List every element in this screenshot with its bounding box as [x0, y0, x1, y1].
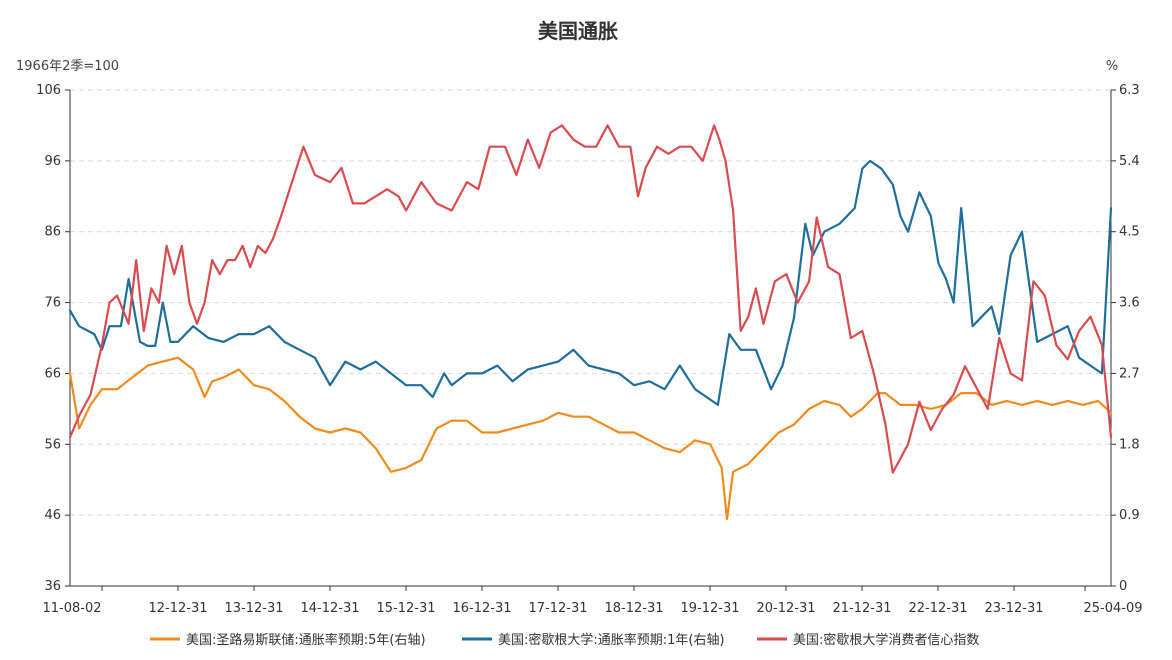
x-tick-label: 22-12-31	[908, 601, 967, 616]
x-tick-label: 18-12-31	[604, 601, 663, 616]
right-tick-label: 2.7	[1119, 366, 1140, 381]
x-tick-label: 11-08-02	[42, 601, 101, 616]
left-tick-label: 56	[44, 437, 61, 452]
x-tick-label: 21-12-31	[832, 601, 891, 616]
x-tick-label: 15-12-31	[376, 601, 435, 616]
x-tick-label: 20-12-31	[756, 601, 815, 616]
legend-label-3[interactable]: 美国:密歇根大学消费者信心指数	[793, 632, 979, 648]
series-line-2	[68, 159, 1113, 406]
left-tick-label: 86	[44, 225, 61, 240]
x-tick-label: 19-12-31	[680, 601, 739, 616]
x-tick-label: 25-04-09	[1083, 601, 1142, 616]
left-tick-label: 66	[44, 366, 61, 381]
x-tick-label: 23-12-31	[984, 601, 1043, 616]
right-tick-label: 6.3	[1119, 83, 1140, 98]
x-tick-label: 13-12-31	[224, 601, 283, 616]
right-tick-label: 5.4	[1119, 154, 1140, 169]
x-tick-label: 17-12-31	[528, 601, 587, 616]
series-line-1	[68, 356, 1113, 521]
left-tick-label: 36	[44, 579, 61, 594]
chart-title: 美国通胀	[538, 19, 618, 43]
legend-label-2[interactable]: 美国:密歇根大学:通胀率预期:1年(右轴)	[498, 632, 725, 648]
right-tick-label: 3.6	[1119, 296, 1140, 311]
series-line-3	[68, 124, 1113, 474]
left-tick-label: 46	[44, 508, 61, 523]
legend-label-1[interactable]: 美国:圣路易斯联储:通胀率预期:5年(右轴)	[186, 632, 426, 648]
x-tick-label: 12-12-31	[148, 601, 207, 616]
x-tick-label: 14-12-31	[300, 601, 359, 616]
right-tick-label: 0	[1119, 579, 1127, 594]
left-tick-label: 106	[36, 83, 61, 98]
right-tick-label: 0.9	[1119, 508, 1140, 523]
left-axis-unit: 1966年2季=100	[16, 59, 119, 74]
right-axis-unit: %	[1106, 59, 1118, 74]
x-tick-label: 16-12-31	[452, 601, 511, 616]
left-tick-label: 76	[44, 296, 61, 311]
left-tick-label: 96	[44, 154, 61, 169]
right-tick-label: 1.8	[1119, 437, 1140, 452]
right-tick-label: 4.5	[1119, 225, 1140, 240]
